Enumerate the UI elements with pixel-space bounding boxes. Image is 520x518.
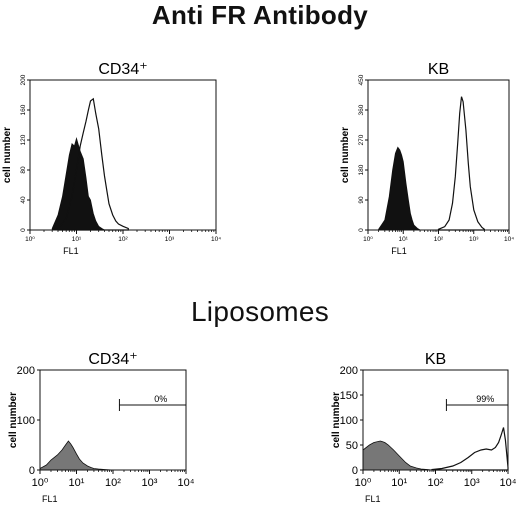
- x-tick-label: 10⁴: [211, 236, 221, 243]
- x-tick-label: 10⁰: [355, 477, 372, 489]
- x-tick-label: 10²: [434, 236, 444, 243]
- y-axis-label: cell number: [8, 392, 19, 448]
- y-tick-label: 450: [358, 74, 365, 85]
- histogram-series-2: [437, 96, 485, 231]
- y-tick-label: 120: [20, 134, 27, 145]
- x-tick-label: 10⁰: [25, 236, 35, 243]
- y-tick-label: 200: [340, 365, 358, 377]
- plot-frame: [29, 79, 217, 231]
- chart-title: KB: [428, 61, 449, 78]
- x-tick-label: 10⁰: [32, 477, 49, 489]
- x-tick-label: 10¹: [69, 477, 85, 489]
- y-tick-label: 160: [20, 104, 27, 115]
- histogram-series-1: [362, 440, 433, 471]
- x-tick-label: 10²: [118, 236, 128, 243]
- x-axis-label: FL1: [42, 494, 58, 504]
- y-tick-label: 90: [358, 196, 365, 204]
- y-tick-label: 150: [340, 390, 358, 402]
- y-tick-label: 180: [358, 164, 365, 175]
- x-tick-label: 10²: [105, 477, 121, 489]
- y-tick-label: 100: [340, 415, 358, 427]
- x-axis-label: FL1: [63, 246, 79, 256]
- x-tick-label: 10⁴: [178, 477, 195, 489]
- y-axis-label: cell number: [2, 127, 13, 183]
- x-tick-label: 10¹: [391, 477, 407, 489]
- chart-liposomes-cd34: CD34⁺ 0% 0 100 200 10⁰ 10¹ 10² 10³ 10⁴ cell number…: [8, 351, 195, 504]
- y-axis-label: cell number: [331, 392, 342, 448]
- y-tick-label: 80: [20, 166, 27, 174]
- histogram-series-1: [39, 440, 114, 471]
- histogram-series-2: [431, 427, 509, 471]
- x-tick-label: 10¹: [72, 236, 82, 243]
- x-tick-label: 10²: [428, 477, 444, 489]
- histogram-series-2: [57, 97, 129, 231]
- y-tick-label: 0: [29, 465, 35, 477]
- y-tick-label: 0: [358, 228, 365, 232]
- y-tick-label: 200: [17, 365, 35, 377]
- x-tick-label: 10⁴: [500, 477, 517, 489]
- x-tick-label: 10¹: [399, 236, 409, 243]
- gate-label: 99%: [476, 394, 494, 404]
- chart-liposomes-kb: KB 99% 0 50 100 150 200 10⁰ 10¹ 10² 10³ 10⁴ cell num…: [331, 351, 517, 504]
- x-axis-label: FL1: [391, 246, 407, 256]
- y-tick-label: 360: [358, 104, 365, 115]
- x-tick-label: 10³: [165, 236, 175, 243]
- y-tick-label: 100: [17, 415, 35, 427]
- y-tick-label: 200: [20, 74, 27, 85]
- x-tick-label: 10⁴: [504, 236, 514, 243]
- y-tick-label: 270: [358, 134, 365, 145]
- x-axis-label: FL1: [365, 494, 381, 504]
- x-tick-label: 10⁰: [363, 236, 373, 243]
- gate-label: 0%: [154, 394, 167, 404]
- histogram-series-1: [51, 137, 107, 231]
- y-tick-label: 40: [20, 196, 27, 204]
- x-tick-label: 10³: [464, 477, 480, 489]
- y-tick-label: 50: [346, 440, 358, 452]
- heading-liposomes: Liposomes: [190, 296, 330, 327]
- chart-title: CD34⁺: [98, 61, 147, 78]
- y-tick-label: 0: [352, 465, 358, 477]
- chart-title: CD34⁺: [88, 351, 137, 368]
- chart-antibody-cd34: CD34⁺ 0 40 80 120 160 200 10⁰ 10¹ 10² 10³ 10⁴ cell n…: [2, 61, 221, 256]
- y-axis-label: cell number: [340, 127, 351, 183]
- x-tick-label: 10³: [142, 477, 158, 489]
- histogram-series-1: [378, 146, 422, 231]
- x-tick-label: 10³: [469, 236, 479, 243]
- y-tick-label: 0: [20, 228, 27, 232]
- chart-title: KB: [425, 351, 446, 368]
- chart-antibody-kb: KB 0 90 180 270 360 450 10⁰ 10¹ 10² 10³ 10⁴ cell num…: [340, 61, 514, 256]
- heading-anti-fr-antibody: Anti FR Antibody: [151, 0, 369, 30]
